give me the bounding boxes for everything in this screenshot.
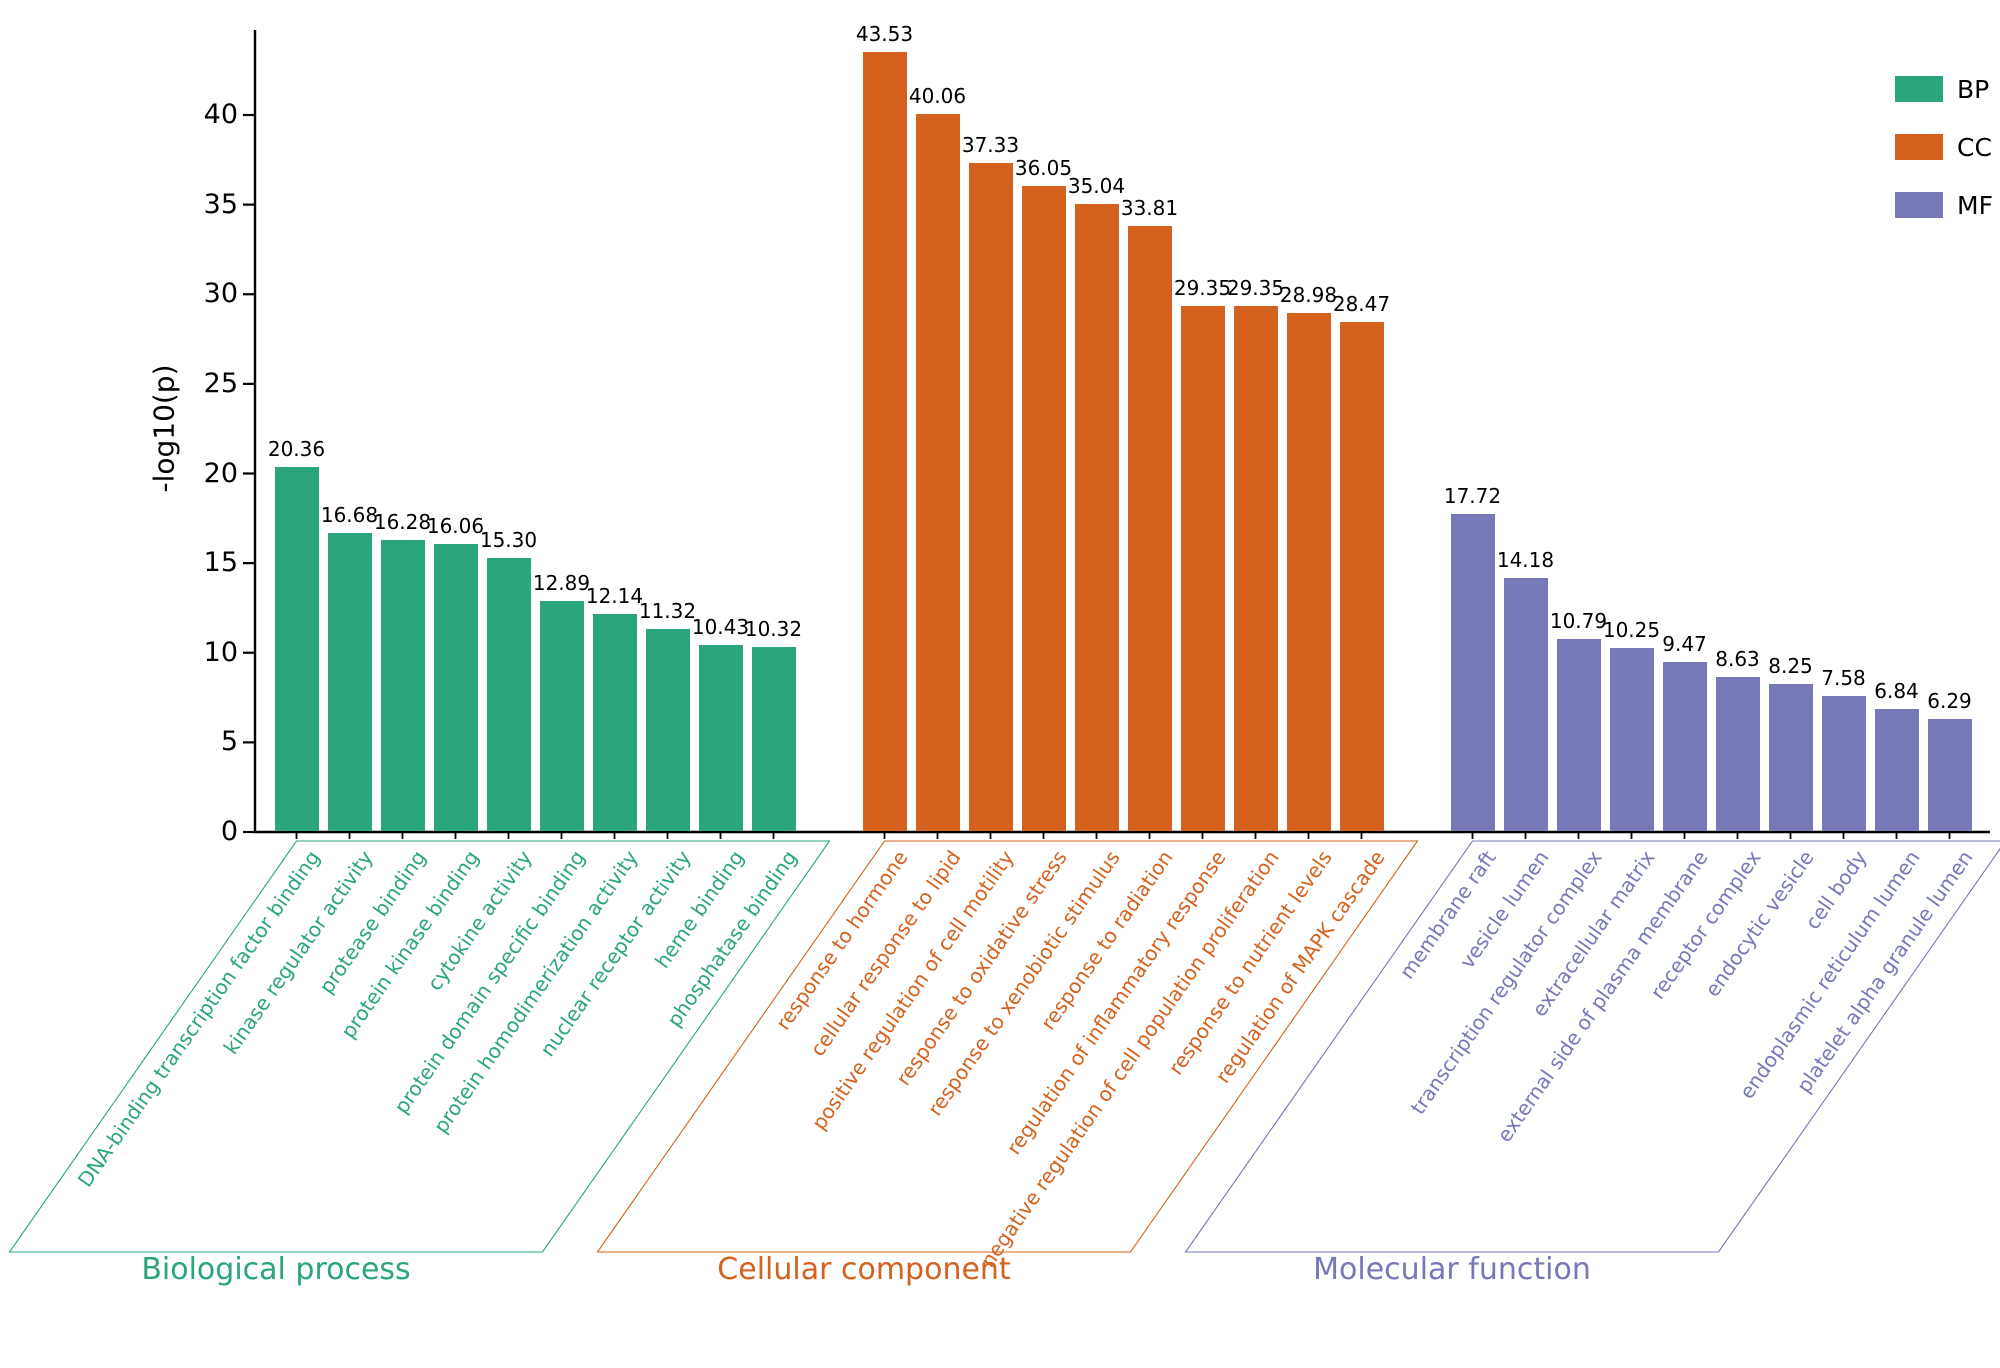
- legend-label-mf: MF: [1957, 191, 1993, 220]
- legend-row-bp: BP: [1895, 60, 1993, 118]
- legend-swatch-cc: [1895, 134, 1943, 160]
- y-axis-title: -log10(p): [148, 319, 181, 539]
- group-bracket-cc: [598, 841, 1418, 1252]
- legend-label-cc: CC: [1957, 133, 1992, 162]
- legend-label-bp: BP: [1957, 75, 1989, 104]
- axes-layer: [0, 0, 2000, 1292]
- legend-swatch-mf: [1895, 192, 1943, 218]
- group-bracket-mf: [1186, 841, 2000, 1252]
- legend-row-mf: MF: [1895, 176, 1993, 234]
- legend-swatch-bp: [1895, 76, 1943, 102]
- group-bracket-bp: [10, 841, 830, 1252]
- legend-row-cc: CC: [1895, 118, 1993, 176]
- legend: BP CC MF: [1895, 60, 1993, 234]
